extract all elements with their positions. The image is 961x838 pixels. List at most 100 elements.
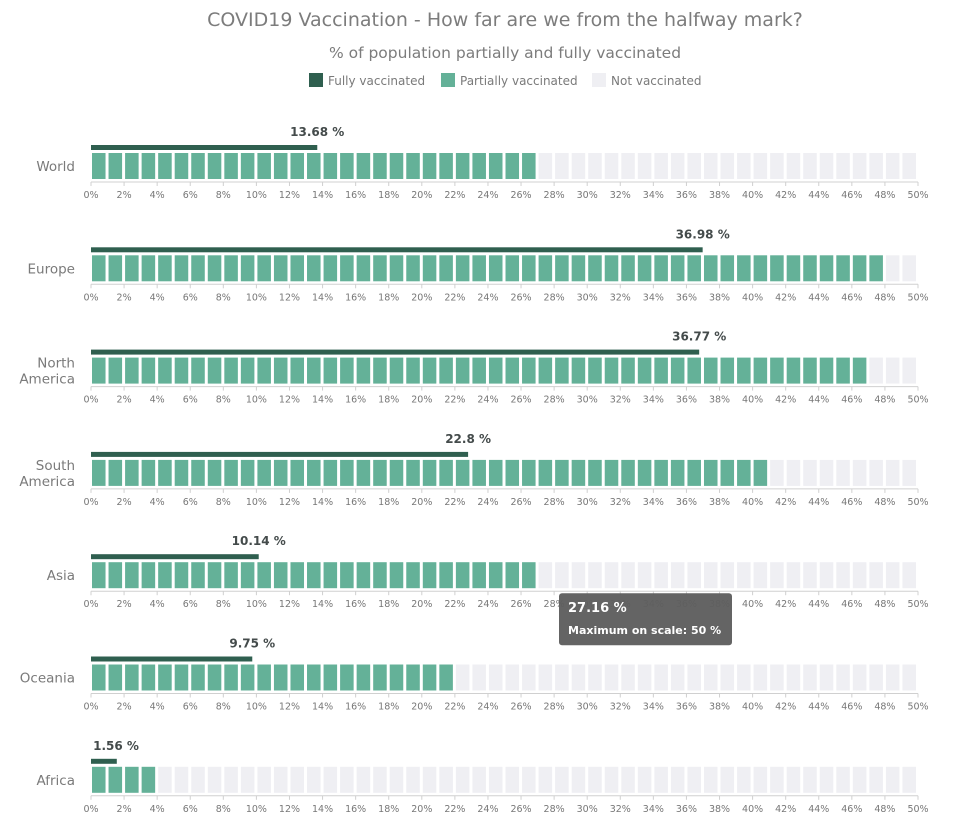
bar-segment[interactable] bbox=[753, 357, 768, 384]
bar-segment[interactable] bbox=[885, 255, 900, 282]
bar-segment[interactable] bbox=[852, 664, 867, 691]
bar-segment[interactable] bbox=[819, 153, 834, 179]
bar-segment[interactable] bbox=[819, 664, 834, 691]
bar-segment[interactable] bbox=[472, 459, 486, 486]
bar-segment[interactable] bbox=[770, 153, 784, 179]
bar-segment[interactable] bbox=[257, 562, 271, 589]
bar-segment[interactable] bbox=[836, 562, 850, 589]
bar-segment[interactable] bbox=[340, 255, 354, 282]
bar-segment[interactable] bbox=[290, 766, 305, 793]
bar-segment[interactable] bbox=[522, 562, 536, 589]
bar-segment[interactable] bbox=[389, 766, 404, 793]
bar-segment[interactable] bbox=[191, 459, 205, 486]
bar-segment[interactable] bbox=[191, 357, 205, 384]
bar-segment[interactable] bbox=[836, 255, 850, 282]
bar-segment[interactable] bbox=[406, 562, 420, 589]
bar-segment[interactable] bbox=[687, 766, 701, 793]
bar-segment[interactable] bbox=[687, 153, 701, 179]
bar-segment[interactable] bbox=[522, 255, 536, 282]
bar-segment[interactable] bbox=[555, 766, 569, 793]
bar-segment[interactable] bbox=[191, 562, 205, 589]
bar-segment[interactable] bbox=[637, 562, 652, 589]
bar-segment[interactable] bbox=[141, 153, 156, 179]
bar-segment[interactable] bbox=[786, 664, 801, 691]
bar-segment[interactable] bbox=[373, 153, 387, 179]
bar-segment[interactable] bbox=[588, 766, 602, 793]
bar-segment[interactable] bbox=[307, 459, 321, 486]
bar-segment[interactable] bbox=[885, 664, 900, 691]
bar-segment[interactable] bbox=[803, 255, 817, 282]
bar-segment[interactable] bbox=[422, 459, 437, 486]
bar-segment[interactable] bbox=[604, 664, 619, 691]
bar-segment[interactable] bbox=[92, 459, 106, 486]
bar-segment[interactable] bbox=[273, 562, 288, 589]
bar-segment[interactable] bbox=[703, 562, 718, 589]
bar-segment[interactable] bbox=[356, 357, 371, 384]
bar-segment[interactable] bbox=[439, 766, 453, 793]
fully-vaccinated-bar-2[interactable] bbox=[91, 349, 700, 355]
bar-segment[interactable] bbox=[323, 562, 338, 589]
bar-segment[interactable] bbox=[588, 153, 602, 179]
bar-segment[interactable] bbox=[290, 153, 305, 179]
bar-segment[interactable] bbox=[273, 153, 288, 179]
bar-segment[interactable] bbox=[108, 153, 123, 179]
bar-segment[interactable] bbox=[753, 562, 768, 589]
bar-segment[interactable] bbox=[141, 459, 156, 486]
bar-segment[interactable] bbox=[703, 766, 718, 793]
bar-segment[interactable] bbox=[273, 357, 288, 384]
bar-segment[interactable] bbox=[753, 255, 768, 282]
bar-segment[interactable] bbox=[687, 459, 701, 486]
bar-segment[interactable] bbox=[158, 562, 172, 589]
bar-segment[interactable] bbox=[373, 357, 387, 384]
bar-segment[interactable] bbox=[604, 562, 619, 589]
bar-segment[interactable] bbox=[737, 255, 751, 282]
bar-segment[interactable] bbox=[836, 766, 850, 793]
bar-segment[interactable] bbox=[522, 357, 536, 384]
bar-segment[interactable] bbox=[389, 255, 404, 282]
bar-segment[interactable] bbox=[885, 459, 900, 486]
bar-segment[interactable] bbox=[621, 153, 635, 179]
bar-segment[interactable] bbox=[885, 153, 900, 179]
bar-segment[interactable] bbox=[488, 664, 503, 691]
bar-segment[interactable] bbox=[604, 357, 619, 384]
bar-segment[interactable] bbox=[158, 255, 172, 282]
bar-segment[interactable] bbox=[770, 357, 784, 384]
bar-segment[interactable] bbox=[786, 357, 801, 384]
bar-segment[interactable] bbox=[356, 153, 371, 179]
bar-segment[interactable] bbox=[819, 255, 834, 282]
bar-segment[interactable] bbox=[92, 766, 106, 793]
bar-segment[interactable] bbox=[538, 153, 553, 179]
bar-segment[interactable] bbox=[389, 562, 404, 589]
bar-segment[interactable] bbox=[455, 766, 470, 793]
bar-segment[interactable] bbox=[406, 357, 420, 384]
bar-segment[interactable] bbox=[753, 459, 768, 486]
bar-segment[interactable] bbox=[885, 562, 900, 589]
bar-segment[interactable] bbox=[538, 459, 553, 486]
bar-segment[interactable] bbox=[786, 766, 801, 793]
fully-vaccinated-bar-0[interactable] bbox=[91, 145, 318, 150]
bar-segment[interactable] bbox=[637, 459, 652, 486]
bar-segment[interactable] bbox=[191, 255, 205, 282]
bar-segment[interactable] bbox=[472, 153, 486, 179]
bar-segment[interactable] bbox=[803, 766, 817, 793]
bar-segment[interactable] bbox=[340, 664, 354, 691]
bar-segment[interactable] bbox=[356, 255, 371, 282]
bar-segment[interactable] bbox=[422, 562, 437, 589]
bar-segment[interactable] bbox=[869, 357, 883, 384]
bar-segment[interactable] bbox=[670, 153, 685, 179]
bar-segment[interactable] bbox=[240, 562, 255, 589]
bar-segment[interactable] bbox=[273, 255, 288, 282]
bar-segment[interactable] bbox=[703, 153, 718, 179]
bar-segment[interactable] bbox=[654, 255, 668, 282]
bar-segment[interactable] bbox=[141, 255, 156, 282]
bar-segment[interactable] bbox=[836, 664, 850, 691]
bar-segment[interactable] bbox=[125, 766, 139, 793]
bar-segment[interactable] bbox=[803, 459, 817, 486]
bar-segment[interactable] bbox=[505, 664, 520, 691]
bar-segment[interactable] bbox=[340, 459, 354, 486]
bar-segment[interactable] bbox=[439, 255, 453, 282]
bar-segment[interactable] bbox=[720, 153, 735, 179]
bar-segment[interactable] bbox=[158, 459, 172, 486]
bar-segment[interactable] bbox=[224, 459, 238, 486]
bar-segment[interactable] bbox=[356, 664, 371, 691]
